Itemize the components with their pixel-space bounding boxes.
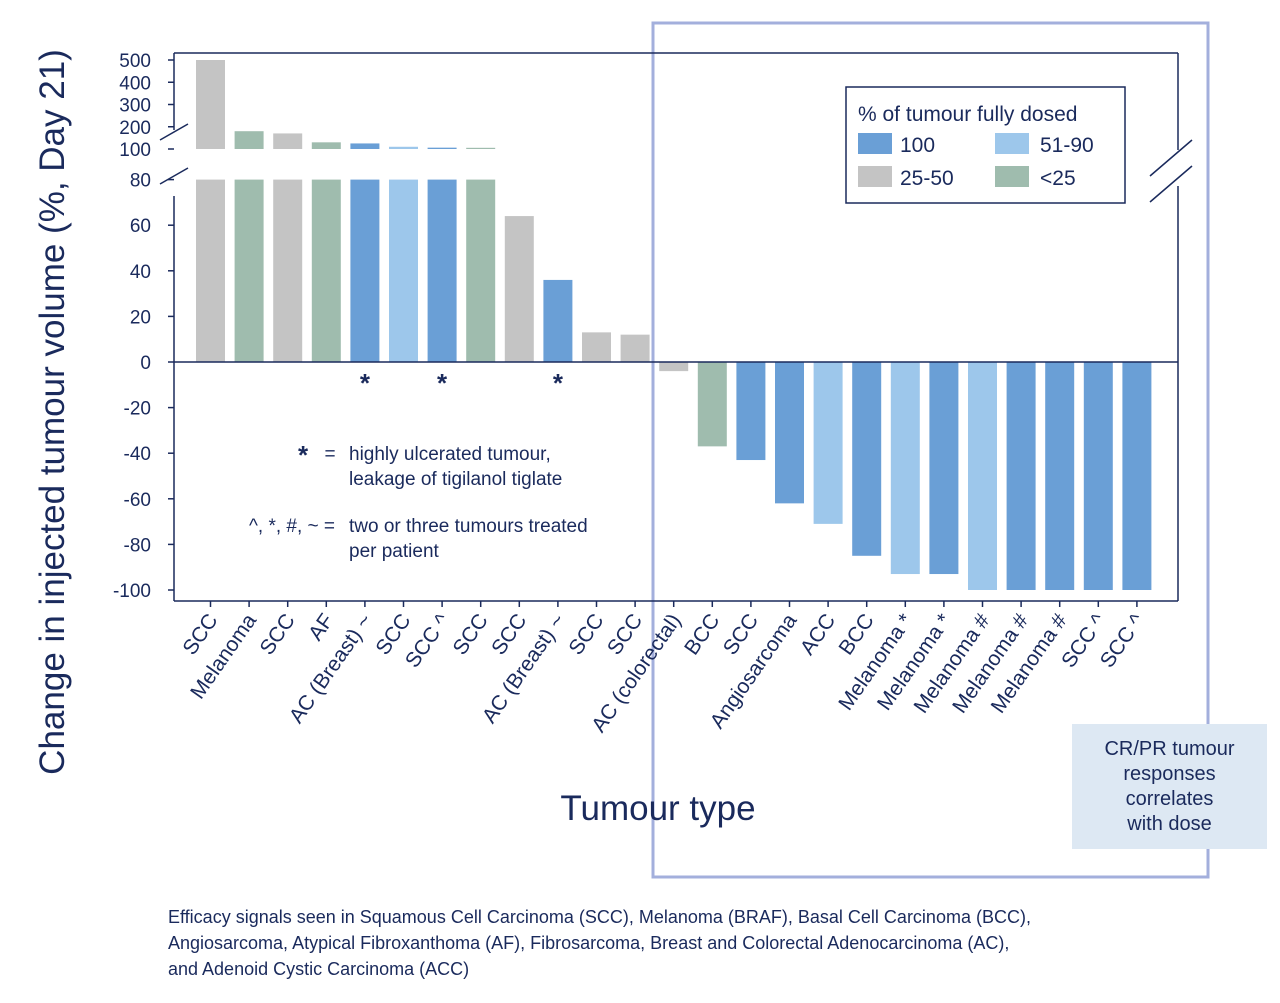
x-label-10: SCC	[564, 610, 608, 660]
bar-14	[736, 362, 766, 461]
bar-0-upper	[196, 60, 225, 149]
callout-line3: correlates	[1125, 788, 1214, 810]
bar-1-lower	[234, 179, 264, 362]
x-label-7: SCC	[449, 610, 493, 660]
bar-12	[659, 362, 689, 372]
ulcer-marker-1: *	[437, 368, 448, 398]
bar-3-upper	[311, 142, 341, 149]
x-label-3: AF	[304, 610, 338, 645]
note-ulcer-line2: leakage of tigilanol tiglate	[349, 469, 562, 490]
axis-break-marks	[159, 123, 1193, 203]
legend-swatch-lt25	[995, 166, 1029, 187]
bar-9	[543, 279, 573, 362]
note-multi-line1: two or three tumours treated	[349, 516, 588, 537]
y-tick-label-lower-5: -20	[124, 399, 151, 420]
y-tick-label-upper-3: 200	[119, 118, 151, 139]
bar-7-upper	[466, 147, 496, 149]
bar-6-upper	[427, 147, 457, 149]
note-multi-symbols: ^, *, #, ~ =	[249, 516, 335, 537]
figure-caption: Efficacy signals seen in Squamous Cell C…	[168, 904, 1208, 982]
caption-line1: Efficacy signals seen in Squamous Cell C…	[168, 907, 1031, 927]
bar-11	[620, 334, 650, 362]
bar-18	[890, 362, 920, 575]
y-tick-label-upper-2: 300	[119, 96, 151, 117]
legend-label-51-90: 51-90	[1040, 134, 1094, 157]
y-axis-title: Change in injected tumour volume (%, Day…	[33, 49, 72, 775]
callout-line4: with dose	[1127, 813, 1212, 835]
bar-21	[1006, 362, 1036, 590]
x-label-16: ACC	[796, 610, 840, 660]
caption-line2: Angiosarcoma, Atypical Fibroxanthoma (AF…	[168, 933, 1010, 953]
legend: % of tumour fully dosed 100 51-90 25-50 …	[845, 86, 1126, 204]
legend-label-25-50: 25-50	[900, 167, 954, 190]
bar-4-lower	[350, 179, 380, 362]
legend-swatch-25-50	[858, 166, 892, 187]
bar-4-upper	[350, 143, 380, 149]
bar-13	[697, 362, 727, 447]
bar-1-upper	[234, 131, 264, 149]
legend-label-100: 100	[900, 134, 935, 157]
bar-15	[775, 362, 804, 504]
y-tick-label-lower-1: 60	[130, 216, 151, 237]
y-tick-label-lower-3: 20	[130, 307, 151, 328]
y-tick-label-lower-6: -40	[124, 444, 151, 465]
callout-line2: responses	[1123, 763, 1216, 785]
ulcer-marker-0: *	[360, 368, 371, 398]
note-ulcer-symbol: *	[298, 440, 309, 470]
note-multi-line2: per patient	[349, 541, 440, 562]
bar-8	[504, 216, 534, 362]
bar-10	[582, 332, 611, 362]
y-tick-label-upper-4: 100	[119, 140, 151, 161]
bar-5-upper	[389, 146, 418, 149]
bar-23	[1083, 362, 1113, 590]
legend-swatch-51-90	[995, 133, 1029, 154]
bar-2-lower	[273, 179, 303, 362]
y-tick-label-upper-1: 400	[119, 73, 151, 94]
x-label-2: SCC	[256, 610, 300, 660]
annotation-notes: * = highly ulcerated tumour, leakage of …	[249, 440, 588, 562]
bar-17	[852, 362, 882, 556]
callout-line1: CR/PR tumour	[1104, 738, 1235, 760]
x-axis-title: Tumour type	[560, 789, 755, 828]
y-tick-label-upper-0: 500	[119, 51, 151, 72]
y-tick-label-lower-9: -100	[113, 581, 151, 602]
y-tick-label-lower-8: -80	[124, 535, 151, 556]
note-ulcer-eq: =	[324, 444, 335, 465]
legend-box	[845, 86, 1126, 204]
bar-7-lower	[466, 179, 496, 362]
dose-response-callout: CR/PR tumour responses correlates with d…	[1072, 724, 1267, 849]
highlight-box	[651, 21, 1210, 879]
note-ulcer-line1: highly ulcerated tumour,	[349, 444, 551, 465]
y-tick-label-lower-4: 0	[140, 353, 151, 374]
legend-label-lt25: <25	[1040, 167, 1076, 190]
waterfall-chart: 806040200-20-40-60-80-100500400300200100…	[33, 21, 1210, 879]
y-tick-label-lower-0: 80	[130, 171, 151, 192]
bar-22	[1045, 362, 1075, 590]
bar-3-lower	[311, 179, 341, 362]
bar-2-upper	[273, 133, 303, 149]
bar-0-lower	[196, 179, 225, 362]
legend-swatch-100	[858, 133, 892, 154]
plot-frame	[173, 52, 1179, 602]
ulcer-marker-2: *	[553, 368, 564, 398]
bars	[196, 60, 1152, 607]
bar-19	[929, 362, 959, 575]
legend-title: % of tumour fully dosed	[858, 103, 1077, 126]
bar-16	[813, 362, 843, 524]
bar-24	[1122, 362, 1152, 590]
y-tick-label-lower-7: -60	[124, 490, 151, 511]
y-tick-label-lower-2: 40	[130, 262, 151, 283]
bar-6-lower	[427, 179, 457, 362]
bar-markers: * * *	[360, 368, 564, 398]
x-label-13: BCC	[680, 610, 724, 660]
bar-20	[968, 362, 997, 590]
caption-line3: and Adenoid Cystic Carcinoma (ACC)	[168, 959, 470, 979]
bar-5-lower	[389, 179, 418, 362]
